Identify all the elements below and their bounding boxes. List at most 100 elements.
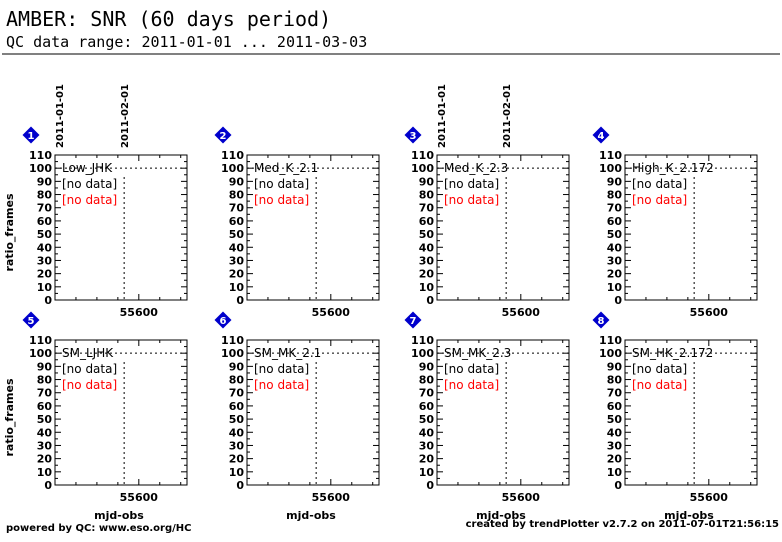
y-tick-label: 80 — [419, 374, 435, 387]
y-tick-label: 0 — [614, 479, 622, 492]
y-tick-label: 100 — [411, 162, 434, 175]
panel-label: High_K_2.172 — [632, 161, 714, 175]
panel-label: Med_K_2.3 — [444, 161, 508, 175]
no-data-text-alt: [no data] — [62, 378, 117, 392]
no-data-text-alt: [no data] — [254, 193, 309, 207]
y-tick-label: 40 — [419, 241, 435, 254]
no-data-text: [no data] — [62, 177, 117, 191]
y-tick-label: 70 — [607, 387, 623, 400]
y-tick-label: 20 — [37, 268, 53, 281]
y-tick-label: 80 — [229, 189, 245, 202]
date-marker-label: 2011-01-01 — [55, 84, 66, 148]
panel-3: 3010203040506070809010011055600Med_K_2.3… — [404, 126, 570, 319]
y-tick-label: 70 — [419, 387, 435, 400]
page-subtitle: QC data range: 2011-01-01 ... 2011-03-03 — [6, 33, 367, 51]
y-tick-label: 40 — [607, 241, 623, 254]
y-tick-label: 50 — [607, 228, 623, 241]
y-tick-label: 40 — [229, 241, 245, 254]
y-tick-label: 30 — [37, 254, 53, 267]
y-tick-label: 50 — [37, 413, 53, 426]
y-tick-label: 0 — [426, 294, 434, 307]
y-tick-label: 70 — [37, 387, 53, 400]
x-tick-label: 55600 — [690, 491, 729, 504]
panel-8: 8010203040506070809010011055600SM_HK_2.1… — [592, 311, 758, 504]
panel-number: 1 — [28, 131, 35, 142]
y-tick-label: 40 — [607, 426, 623, 439]
y-tick-label: 10 — [229, 281, 245, 294]
y-tick-label: 0 — [236, 479, 244, 492]
y-axis-title: ratio_frames — [3, 193, 16, 271]
y-tick-label: 50 — [419, 228, 435, 241]
y-tick-label: 110 — [411, 334, 434, 347]
panel-number: 6 — [220, 316, 227, 327]
y-tick-label: 0 — [426, 479, 434, 492]
y-tick-label: 80 — [37, 374, 53, 387]
x-tick-label: 55600 — [312, 306, 351, 319]
no-data-text-alt: [no data] — [632, 193, 687, 207]
y-tick-label: 0 — [614, 294, 622, 307]
y-tick-label: 110 — [599, 149, 622, 162]
y-tick-label: 80 — [607, 189, 623, 202]
panel-label: SM_MK_2.3 — [444, 346, 511, 360]
y-tick-label: 20 — [419, 453, 435, 466]
panel-1: 1010203040506070809010011055600Low_JHK[n… — [22, 126, 188, 319]
y-tick-label: 40 — [229, 426, 245, 439]
y-tick-label: 90 — [607, 175, 623, 188]
x-tick-label: 55600 — [690, 306, 729, 319]
y-tick-label: 0 — [236, 294, 244, 307]
y-tick-label: 110 — [599, 334, 622, 347]
y-tick-label: 60 — [419, 215, 435, 228]
y-tick-label: 90 — [229, 175, 245, 188]
panel-number-badge — [214, 311, 232, 329]
y-tick-label: 40 — [419, 426, 435, 439]
y-tick-label: 30 — [419, 439, 435, 452]
y-tick-label: 90 — [419, 175, 435, 188]
panel-label: Med_K_2.1 — [254, 161, 318, 175]
y-tick-label: 90 — [419, 360, 435, 373]
y-tick-label: 70 — [229, 202, 245, 215]
y-tick-label: 70 — [229, 387, 245, 400]
y-tick-label: 70 — [607, 202, 623, 215]
y-tick-label: 70 — [419, 202, 435, 215]
y-tick-label: 10 — [419, 281, 435, 294]
panel-6: 6010203040506070809010011055600SM_MK_2.1… — [214, 311, 380, 504]
panel-number: 4 — [598, 131, 605, 142]
y-tick-label: 100 — [29, 162, 52, 175]
y-tick-label: 60 — [229, 215, 245, 228]
panel-2: 2010203040506070809010011055600Med_K_2.1… — [214, 126, 380, 319]
x-axis-title: mjd-obs — [664, 509, 714, 522]
date-marker-label: 2011-02-01 — [502, 84, 513, 148]
no-data-text: [no data] — [62, 362, 117, 376]
y-tick-label: 110 — [411, 149, 434, 162]
y-tick-label: 30 — [607, 439, 623, 452]
panel-7: 7010203040506070809010011055600SM_MK_2.3… — [404, 311, 570, 504]
y-tick-label: 20 — [607, 453, 623, 466]
y-tick-label: 90 — [37, 175, 53, 188]
panel-label: SM_HK_2.172 — [632, 346, 713, 360]
no-data-text: [no data] — [444, 362, 499, 376]
y-tick-label: 110 — [29, 149, 52, 162]
y-tick-label: 30 — [229, 254, 245, 267]
panel-number-badge — [404, 126, 422, 144]
y-tick-label: 20 — [229, 268, 245, 281]
no-data-text-alt: [no data] — [444, 378, 499, 392]
y-tick-label: 100 — [411, 347, 434, 360]
no-data-text-alt: [no data] — [444, 193, 499, 207]
y-tick-label: 20 — [229, 453, 245, 466]
y-tick-label: 30 — [607, 254, 623, 267]
x-tick-label: 55600 — [312, 491, 351, 504]
y-tick-label: 100 — [221, 162, 244, 175]
y-tick-label: 80 — [607, 374, 623, 387]
y-tick-label: 50 — [607, 413, 623, 426]
x-tick-label: 55600 — [502, 306, 541, 319]
panel-number-badge — [592, 311, 610, 329]
y-tick-label: 10 — [419, 466, 435, 479]
y-tick-label: 30 — [419, 254, 435, 267]
y-tick-label: 100 — [29, 347, 52, 360]
y-tick-label: 60 — [37, 400, 53, 413]
y-tick-label: 10 — [37, 281, 53, 294]
panel-label: SM_LJHK — [62, 346, 114, 360]
page-title: AMBER: SNR (60 days period) — [6, 7, 331, 31]
x-axis-title: mjd-obs — [476, 509, 526, 522]
